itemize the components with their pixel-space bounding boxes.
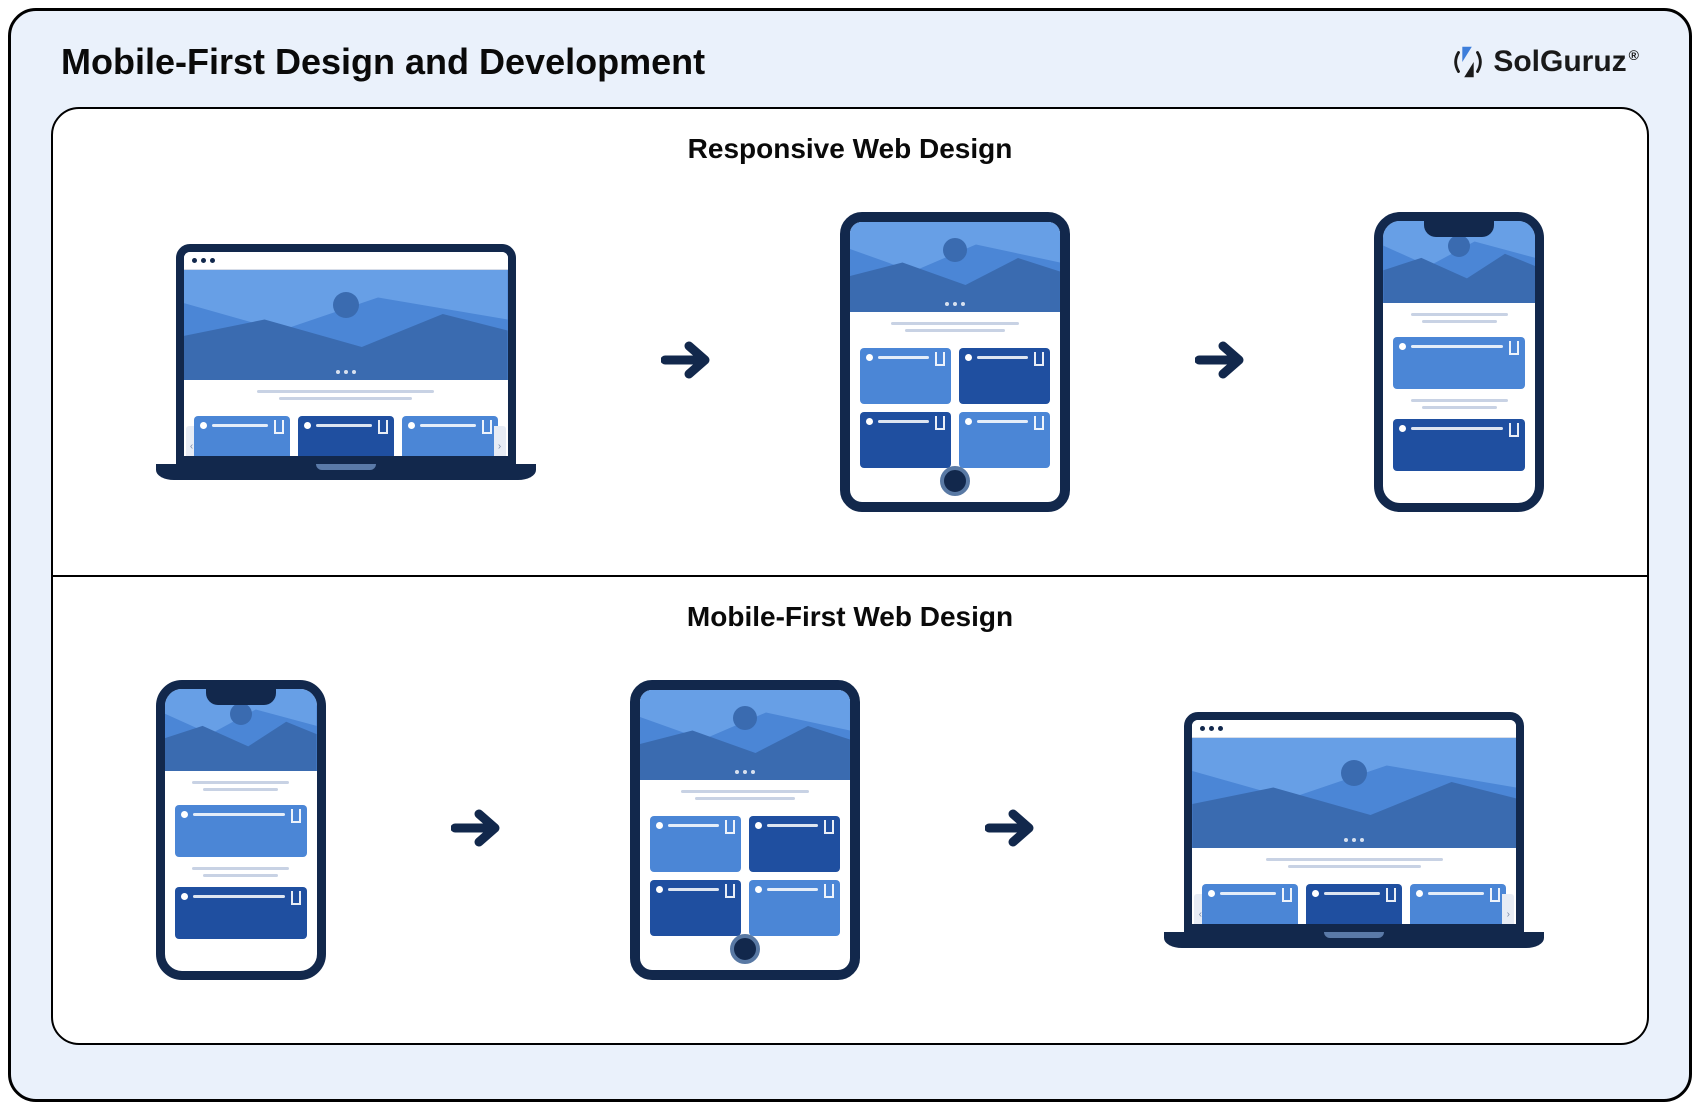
brand-mark-icon <box>1449 43 1487 81</box>
hero-banner <box>184 270 508 380</box>
brand-name: SolGuruz® <box>1493 45 1639 79</box>
page-title: Mobile-First Design and Development <box>61 41 705 83</box>
arrow-right-icon <box>451 806 505 855</box>
infographic-canvas: Mobile-First Design and Development SolG… <box>8 8 1692 1102</box>
hero-banner <box>850 222 1060 312</box>
text-lines <box>640 780 850 810</box>
device-phone <box>1374 212 1544 512</box>
row-title-responsive: Responsive Web Design <box>53 133 1647 165</box>
arrow-right-icon <box>985 806 1039 855</box>
header: Mobile-First Design and Development SolG… <box>51 41 1649 83</box>
hero-banner <box>640 690 850 780</box>
browser-toolbar <box>1192 720 1516 738</box>
card-grid <box>850 342 1060 468</box>
row-mobile-first: Mobile-First Web Design <box>53 577 1647 1043</box>
card-list <box>1383 333 1535 393</box>
card-carousel: ‹ › <box>1192 878 1516 932</box>
card-carousel: ‹ › <box>184 410 508 464</box>
diagram-panel: Responsive Web Design ‹ › <box>51 107 1649 1045</box>
browser-toolbar <box>184 252 508 270</box>
text-lines <box>1192 848 1516 878</box>
text-lines <box>1383 303 1535 333</box>
card-list <box>165 801 317 861</box>
text-lines <box>850 312 1060 342</box>
row-title-mobile-first: Mobile-First Web Design <box>53 601 1647 633</box>
device-laptop: ‹ › <box>1164 712 1544 948</box>
card-list <box>165 883 317 943</box>
arrow-right-icon <box>661 338 715 387</box>
phone-notch <box>1424 221 1494 237</box>
brand-logo: SolGuruz® <box>1449 43 1639 81</box>
laptop-base <box>1164 932 1544 948</box>
row-responsive: Responsive Web Design ‹ › <box>53 109 1647 575</box>
text-lines <box>165 861 317 883</box>
brand-name-text: SolGuruz <box>1493 45 1626 78</box>
arrow-right-icon <box>1195 338 1249 387</box>
brand-registered: ® <box>1629 47 1639 63</box>
device-tablet <box>840 212 1070 512</box>
device-phone <box>156 680 326 980</box>
text-lines <box>1383 393 1535 415</box>
device-tablet <box>630 680 860 980</box>
phone-notch <box>206 689 276 705</box>
card-list <box>1383 415 1535 475</box>
card-grid <box>640 810 850 936</box>
text-lines <box>165 771 317 801</box>
laptop-base <box>156 464 536 480</box>
device-laptop: ‹ › <box>156 244 536 480</box>
hero-banner <box>1192 738 1516 848</box>
text-lines <box>184 380 508 410</box>
